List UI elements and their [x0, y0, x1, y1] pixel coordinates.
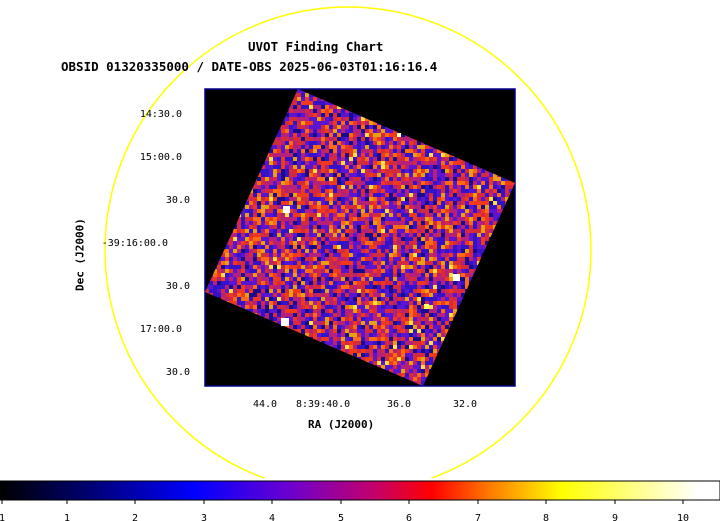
y-tick-label: 14:30.0	[139, 109, 182, 120]
colorbar-tick-label: 8	[543, 513, 549, 521]
bright-source	[397, 133, 401, 137]
x-axis-label: RA (J2000)	[308, 418, 375, 431]
chart-title: UVOT Finding Chart	[248, 39, 384, 54]
colorbar-tick-label: 5	[338, 513, 344, 521]
colorbar-tick-label: 10	[677, 513, 689, 521]
y-tick-label: 30.0	[165, 367, 190, 378]
y-axis-label: Dec (J2000)	[73, 218, 87, 291]
colorbar-tick-label: 2	[132, 513, 138, 521]
bright-source	[424, 304, 429, 309]
y-tick-label: -39:16:00.0	[101, 238, 168, 249]
chart-subtitle: OBSID 01320335000 / DATE-OBS 2025-06-03T…	[61, 59, 438, 74]
y-tick-label: 17:00.0	[139, 324, 182, 335]
colorbar-tick-label: 7	[475, 513, 481, 521]
bright-source	[453, 274, 460, 281]
colorbar-tick-label: 4	[269, 513, 275, 521]
bright-source	[281, 318, 289, 326]
bright-source	[283, 206, 290, 213]
y-tick-label: 30.0	[165, 281, 190, 292]
x-tick-label: 36.0	[387, 399, 412, 410]
region-circle	[104, 6, 592, 478]
x-tick-label: 44.0	[253, 399, 278, 410]
colorbar-tick-label: 3	[201, 513, 207, 521]
colorbar-tick-label: 9	[612, 513, 618, 521]
y-tick-label: 15:00.0	[139, 152, 182, 163]
y-tick-label: 30.0	[165, 195, 190, 206]
x-tick-label: 32.0	[453, 399, 478, 410]
colorbar-tick-label: 1	[0, 513, 5, 521]
colorbar	[0, 480, 720, 501]
colorbar-ticks: 1 1 2 3 4 5 6 7 8 9 10	[0, 500, 689, 521]
x-tick-label: 8:39:40.0	[296, 399, 351, 410]
colorbar-tick-label: 6	[406, 513, 412, 521]
colorbar-tick-label: 1	[64, 513, 70, 521]
